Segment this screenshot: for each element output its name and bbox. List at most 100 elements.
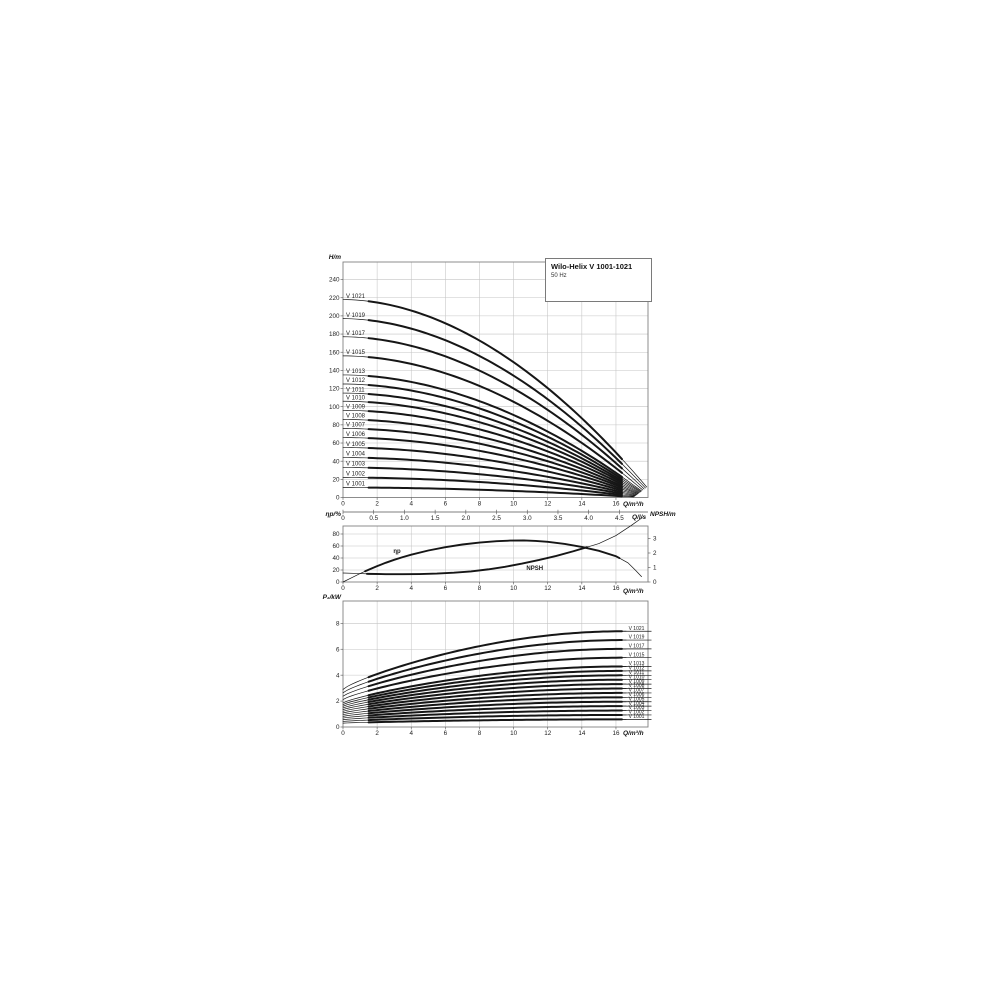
y-tick-label: 240 — [329, 277, 340, 284]
plot-frame — [342, 600, 649, 728]
y2-tick-label: 2 — [653, 550, 657, 557]
pump-head-curve-group: V 1017 — [342, 331, 645, 490]
x-tick-label: 16 — [612, 585, 620, 592]
pump-curve-label: V 1003 — [346, 462, 366, 468]
y-tick-label: 20 — [332, 476, 340, 483]
pump-power-curve-group: V 1001 — [342, 714, 652, 724]
pump-head-curve — [367, 456, 623, 494]
pump-head-curve-group: V 1001 — [342, 482, 635, 498]
pump-power-label: V 1002 — [629, 710, 645, 716]
head-axis-label: H/m — [328, 254, 341, 261]
y-tick-label: 160 — [329, 349, 340, 356]
y2-tick-label: 3 — [653, 536, 657, 543]
curve — [364, 539, 621, 573]
y-tick-label: 0 — [336, 579, 340, 586]
pump-power-curve — [367, 691, 623, 710]
pump-head-curve — [367, 356, 623, 474]
pump-head-curve — [367, 437, 623, 491]
pump-head-curve — [367, 476, 623, 496]
pump-curve-label: V 1008 — [346, 414, 366, 420]
pump-curve-label: V 1009 — [346, 405, 366, 411]
pump-head-curve — [367, 466, 623, 495]
pump-curve-label: V 1001 — [346, 482, 366, 488]
flow-ls-axis: 0 0.5 1.0 1.5 2.0 2.5 3.0 3.5 4.0 4.5 — [341, 509, 648, 522]
pump-power-label: V 1019 — [629, 635, 645, 641]
pump-head-curve-group: V 1002 — [342, 472, 635, 497]
pump-power-label: V 1001 — [629, 714, 645, 720]
pump-power-curve — [367, 683, 623, 706]
x-tick-label: 2 — [375, 585, 379, 592]
x-tick-label: 0 — [341, 585, 345, 592]
x-tick-label: 16 — [612, 501, 620, 508]
x-tick-label: 4 — [409, 730, 413, 737]
pump-power-curve — [367, 674, 623, 701]
pump-head-curve — [367, 428, 623, 489]
x-tick-label: 4 — [409, 501, 413, 508]
pump-power-curve — [367, 718, 623, 724]
pump-power-curve — [367, 687, 623, 708]
pump-curve-label: V 1007 — [346, 423, 366, 429]
flow-axis-label-bottom: Q/m³/h — [623, 730, 644, 737]
x2-tick-label: 3.0 — [523, 515, 532, 522]
pump-curve-label: V 1004 — [346, 452, 366, 458]
curve-label: NPSH — [526, 566, 543, 572]
pump-power-curve — [367, 647, 623, 688]
x-tick-label: 4 — [409, 585, 413, 592]
x-tick-label: 10 — [510, 585, 518, 592]
pump-power-label: V 1013 — [629, 661, 645, 667]
npsh-axis-label: NPSH/m — [650, 511, 676, 518]
pump-head-curve-group: V 1015 — [342, 350, 644, 491]
pump-power-curve — [367, 665, 623, 697]
pump-head-curve — [367, 419, 623, 487]
y2-tick-label: 0 — [653, 579, 657, 586]
curve — [365, 546, 588, 576]
pump-head-curve-group: V 1011 — [342, 387, 641, 493]
pump-head-curve — [367, 384, 623, 480]
x-tick-label: 10 — [510, 730, 518, 737]
pump-power-curve-group: V 1015 — [342, 652, 652, 700]
pump-head-curve-group: V 1019 — [342, 313, 646, 489]
x-tick-label: 8 — [478, 585, 482, 592]
pump-curve-label: V 1005 — [346, 442, 366, 448]
pump-power-curve-group: V 1021 — [342, 626, 652, 690]
x2-tick-label: 2.5 — [492, 515, 501, 522]
chart-title: Wilo-Helix V 1001-1021 — [551, 262, 633, 271]
pump-power-label: V 1004 — [629, 701, 645, 707]
x2-tick-label: 3.5 — [554, 515, 563, 522]
pump-curve-label: V 1013 — [346, 369, 366, 375]
pump-head-curve-group: V 1013 — [342, 369, 642, 492]
pump-curve-label: V 1019 — [346, 313, 366, 319]
pump-power-curve-group: V 1004 — [342, 701, 652, 719]
pump-power-label: V 1017 — [629, 644, 645, 650]
pump-head-curve — [367, 486, 623, 498]
pump-curve-label: V 1017 — [346, 331, 366, 337]
pump-power-curve-group: V 1006 — [342, 692, 652, 716]
x-tick-label: 12 — [544, 501, 552, 508]
y-tick-label: 80 — [332, 531, 340, 538]
y-tick-label: 140 — [329, 367, 340, 374]
pump-power-curve — [367, 678, 623, 704]
pump-power-curve-group: V 1019 — [342, 635, 652, 694]
x2-tick-label: 1.5 — [431, 515, 440, 522]
pump-power-curve-group: V 1010 — [342, 674, 652, 709]
y-tick-label: 180 — [329, 331, 340, 338]
pump-head-curve — [367, 410, 623, 486]
pump-power-curve — [367, 669, 623, 699]
pump-curve-label: V 1006 — [346, 432, 366, 438]
y-tick-label: 80 — [332, 422, 340, 429]
y-tick-label: 20 — [332, 567, 340, 574]
x-tick-label: 6 — [444, 585, 448, 592]
pump-power-label: V 1008 — [629, 683, 645, 689]
pump-power-label: V 1011 — [629, 670, 645, 676]
pump-head-curve-group: V 1003 — [342, 462, 636, 497]
pump-head-curve-group: V 1021 — [342, 294, 648, 488]
pump-head-curve — [367, 300, 623, 461]
pump-power-label: V 1006 — [629, 692, 645, 698]
pump-power-curve — [367, 639, 623, 683]
y-tick-label: 4 — [336, 672, 340, 679]
pump-curve-label: V 1002 — [346, 472, 366, 478]
x-tick-label: 14 — [578, 730, 586, 737]
pump-head-curve — [367, 447, 623, 492]
